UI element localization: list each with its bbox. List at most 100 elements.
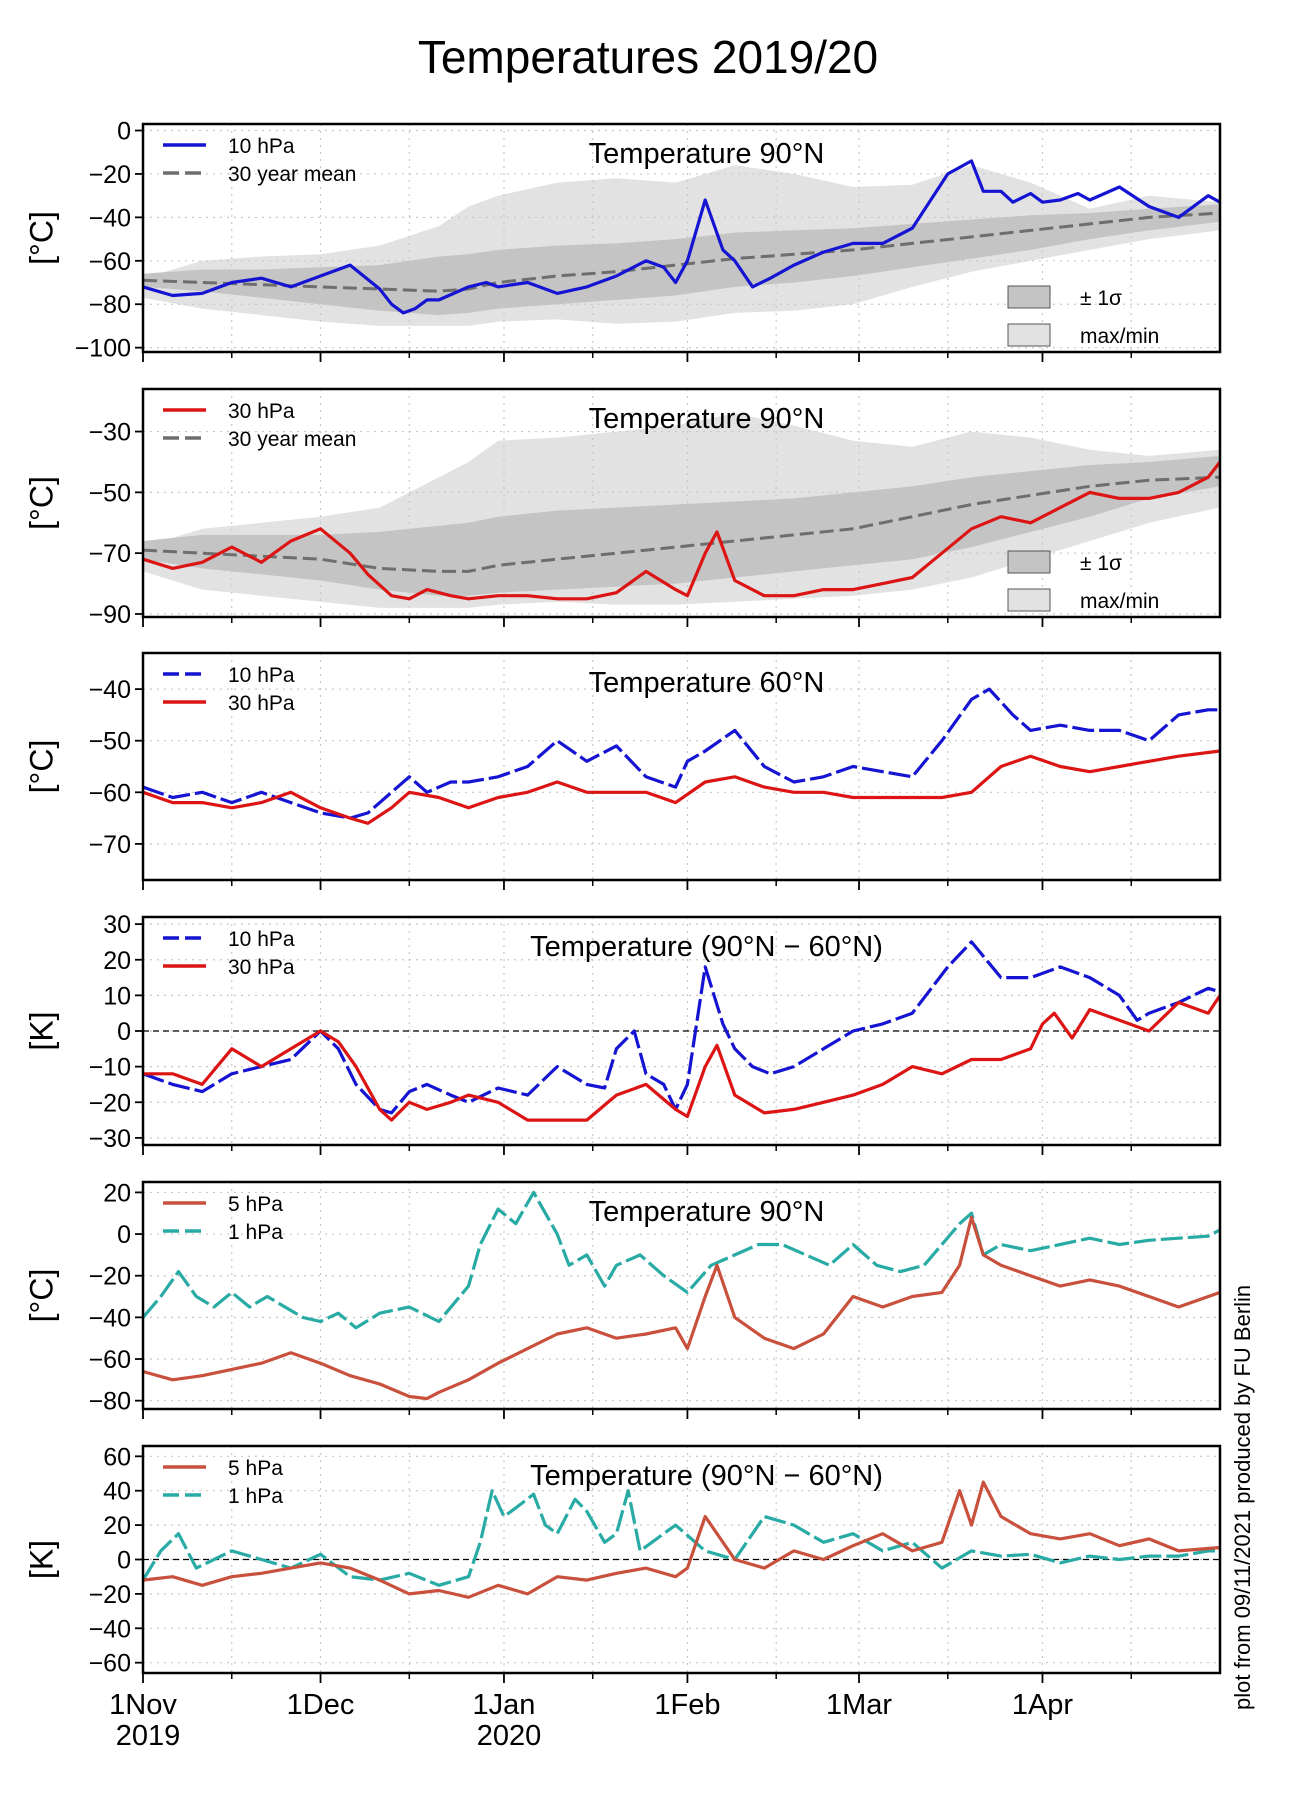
- y-tick-label: 20: [103, 1179, 131, 1207]
- y-tick-label: −70: [89, 540, 131, 568]
- series-line: [143, 749, 1220, 825]
- series-line: [143, 687, 1220, 820]
- x-tick-label: 1Dec: [287, 1689, 355, 1721]
- y-tick-label: 0: [117, 1221, 131, 1249]
- y-tick-label: 0: [117, 118, 131, 146]
- x-tick-sublabel: 2019: [116, 1720, 181, 1752]
- y-axis-label: [K]: [23, 1540, 59, 1579]
- series-line: [143, 461, 1220, 601]
- y-tick-label: −40: [89, 204, 131, 232]
- panel-title: Temperature 90°N: [589, 138, 825, 170]
- plot-area-2: [143, 389, 1220, 617]
- y-tick-label: −60: [89, 1346, 131, 1374]
- legend-label: 30 hPa: [228, 956, 295, 979]
- x-tick-label: 1Apr: [1012, 1689, 1074, 1721]
- y-tick-label: −80: [89, 1388, 131, 1416]
- y-tick-label: −20: [89, 161, 131, 189]
- legend-label: 5 hPa: [228, 1457, 283, 1480]
- y-tick-label: 40: [103, 1478, 131, 1506]
- y-tick-label: −30: [89, 419, 131, 447]
- y-tick-label: −40: [89, 1615, 131, 1643]
- panel-title: Temperature 90°N: [589, 403, 825, 435]
- panel-title: Temperature (90°N − 60°N): [530, 931, 883, 963]
- y-axis-label: [°C]: [23, 740, 59, 794]
- y-axis-label: [K]: [23, 1011, 59, 1050]
- legend-label: 1 hPa: [228, 1485, 283, 1508]
- y-tick-label: −60: [89, 1650, 131, 1678]
- legend-label: 10 hPa: [228, 664, 295, 687]
- y-tick-label: −60: [89, 248, 131, 276]
- series-line: [143, 994, 1220, 1122]
- plot-area-4: [143, 917, 1220, 1145]
- band-legend-label: max/min: [1080, 590, 1159, 613]
- y-tick-label: 20: [103, 1512, 131, 1540]
- figure-title: Temperatures 2019/20: [417, 31, 879, 83]
- plot-area-5: [143, 1182, 1220, 1409]
- y-tick-label: −70: [89, 831, 131, 859]
- sigma-band: [143, 455, 1220, 596]
- sigma-band: [143, 204, 1220, 316]
- series-line: [143, 159, 1220, 315]
- y-tick-label: −30: [89, 1125, 131, 1153]
- plot-frame: [141, 122, 1222, 354]
- series-line: [143, 1190, 1220, 1330]
- legend-label: 10 hPa: [228, 135, 295, 158]
- x-tick-label: 1Mar: [826, 1689, 892, 1721]
- y-tick-label: −40: [89, 676, 131, 704]
- panel-title: Temperature 90°N: [589, 1196, 825, 1228]
- y-tick-label: 20: [103, 947, 131, 975]
- legend-label: 30 year mean: [228, 163, 356, 186]
- x-tick-label: 1Jan: [473, 1689, 536, 1721]
- series-line: [143, 475, 1220, 573]
- plot-area-6: [143, 1446, 1220, 1673]
- series-line: [143, 211, 1220, 293]
- band-legend-swatch: [1007, 588, 1051, 612]
- legend-label: 30 year mean: [228, 428, 356, 451]
- x-tick-label: 1Nov: [109, 1689, 177, 1721]
- y-tick-label: 60: [103, 1443, 131, 1471]
- credit-note: plot from 09/11/2021 produced by FU Berl…: [1230, 1284, 1255, 1710]
- y-tick-label: 10: [103, 982, 131, 1010]
- y-tick-label: −50: [89, 728, 131, 756]
- series-line: [143, 940, 1220, 1115]
- y-tick-label: −50: [89, 479, 131, 507]
- band-legend-label: max/min: [1080, 325, 1159, 348]
- legend-label: 5 hPa: [228, 1193, 283, 1216]
- legend-label: 30 hPa: [228, 692, 295, 715]
- y-tick-label: −100: [75, 335, 131, 363]
- y-tick-label: −90: [89, 601, 131, 629]
- y-tick-label: −20: [89, 1581, 131, 1609]
- series-line: [143, 1480, 1220, 1599]
- series-line: [143, 1215, 1220, 1401]
- y-tick-label: −20: [89, 1263, 131, 1291]
- plot-frame: [141, 1180, 1222, 1411]
- band-legend-swatch: [1007, 285, 1051, 309]
- y-axis-label: [°C]: [23, 476, 59, 530]
- y-tick-label: −60: [89, 779, 131, 807]
- band-legend-swatch: [1007, 550, 1051, 574]
- plot-frame: [141, 387, 1222, 619]
- x-tick-sublabel: 2020: [477, 1720, 542, 1752]
- legend-label: 30 hPa: [228, 400, 295, 423]
- y-tick-label: −10: [89, 1054, 131, 1082]
- y-axis-label: [°C]: [23, 211, 59, 265]
- legend-label: 1 hPa: [228, 1221, 283, 1244]
- plot-area-3: [143, 653, 1220, 880]
- y-tick-label: 30: [103, 911, 131, 939]
- series-line: [143, 1489, 1220, 1587]
- y-axis-label: [°C]: [23, 1269, 59, 1323]
- y-tick-label: −80: [89, 291, 131, 319]
- band-legend-label: ± 1σ: [1080, 287, 1122, 310]
- legend-label: 10 hPa: [228, 928, 295, 951]
- y-tick-label: −40: [89, 1304, 131, 1332]
- band-legend-label: ± 1σ: [1080, 552, 1122, 575]
- x-tick-label: 1Feb: [654, 1689, 720, 1721]
- y-tick-label: 0: [117, 1547, 131, 1575]
- plot-frame: [141, 651, 1222, 882]
- panel-title: Temperature (90°N − 60°N): [530, 1460, 883, 1492]
- band-legend-swatch: [1007, 323, 1051, 347]
- panel-title: Temperature 60°N: [589, 667, 825, 699]
- y-tick-label: 0: [117, 1018, 131, 1046]
- y-tick-label: −20: [89, 1089, 131, 1117]
